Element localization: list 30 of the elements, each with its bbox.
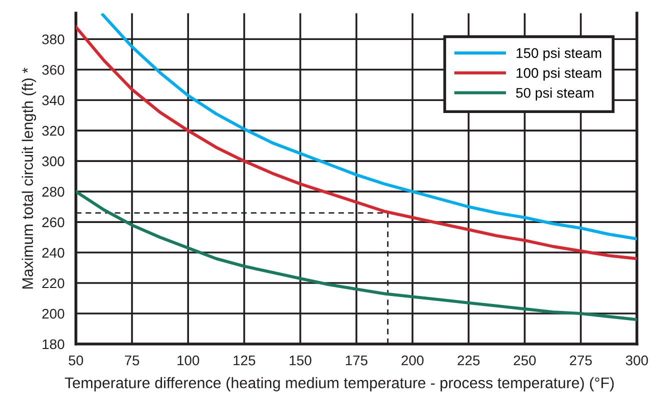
- x-tick-label: 150: [290, 355, 312, 366]
- x-tick-label: 250: [514, 355, 536, 366]
- y-tick-label: 240: [42, 248, 64, 258]
- x-tick-label: 125: [234, 355, 256, 366]
- line-series: [101, 13, 637, 240]
- legend-label: 50 psi steam: [516, 88, 594, 101]
- y-tick-label: 380: [42, 34, 64, 44]
- x-tick-label: 200: [402, 355, 424, 366]
- y-tick-label: 180: [42, 339, 64, 350]
- line-series: [76, 25, 637, 260]
- x-tick-label: 275: [570, 355, 592, 366]
- x-tick-label: 75: [124, 356, 140, 366]
- x-tick-label: 300: [626, 355, 648, 366]
- y-tick-label: 300: [42, 156, 64, 166]
- x-tick-label: 225: [458, 355, 480, 366]
- y-axis-title: Maximum total circuit length (ft) *: [22, 68, 36, 289]
- y-tick-label: 340: [42, 95, 64, 106]
- x-tick-label: 50: [68, 355, 84, 366]
- legend-label: 150 psi steam: [516, 48, 602, 61]
- y-tick-label: 200: [42, 308, 64, 319]
- x-tick-label: 175: [346, 356, 368, 366]
- y-tick-label: 280: [42, 186, 64, 197]
- y-tick-label: 320: [42, 126, 64, 136]
- x-axis-title: Temperature difference (heating medium temperature - process temperature) (°F): [64, 377, 614, 392]
- y-tick-label: 220: [42, 278, 64, 288]
- legend-label: 100 psi steam: [516, 68, 602, 81]
- line-series: [76, 190, 637, 322]
- y-tick-label: 260: [42, 217, 64, 228]
- y-tick-label: 360: [42, 64, 64, 75]
- x-tick-label: 100: [178, 355, 200, 366]
